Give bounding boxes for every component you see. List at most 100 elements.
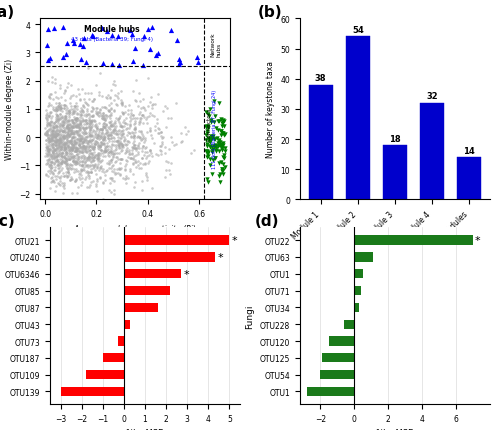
Point: [88, 98, 96, 105]
Point: [46, 146, 54, 153]
Point: [84, 112, 92, 119]
Point: [55, 140, 63, 147]
Point: [61, 155, 69, 162]
Point: [138, 165, 145, 172]
Point: [60, 160, 68, 166]
Point: [92, 141, 100, 148]
Point: [106, 160, 114, 167]
Point: [66, 109, 74, 116]
Point: [56, 132, 64, 139]
Point: [63, 140, 71, 147]
Point: [104, 107, 112, 114]
Point: [143, 150, 151, 157]
Point: [58, 158, 66, 165]
Point: [64, 128, 72, 135]
Point: [116, 138, 124, 145]
Point: [75, 119, 83, 126]
Point: [56, 124, 64, 131]
Text: (b): (b): [258, 5, 283, 20]
Point: [116, 121, 124, 128]
Point: [68, 144, 76, 151]
Point: [100, 120, 108, 127]
Point: [116, 135, 124, 142]
Point: [98, 158, 106, 165]
Point: [68, 174, 76, 181]
Point: [60, 173, 68, 180]
Point: [50, 124, 58, 131]
Point: [77, 112, 85, 119]
Point: [70, 109, 78, 116]
Point: [136, 120, 143, 127]
Point: [54, 145, 62, 152]
Point: [104, 150, 112, 157]
Point: [50, 127, 58, 134]
Point: [58, 154, 66, 161]
Point: [77, 136, 85, 143]
Point: [204, 150, 212, 157]
Point: [45, 138, 53, 145]
Point: [95, 120, 103, 127]
Point: [74, 154, 82, 161]
Point: [139, 143, 147, 150]
Point: [62, 103, 70, 110]
Point: [57, 146, 65, 153]
Point: [116, 123, 124, 130]
Point: [131, 120, 139, 127]
Point: [122, 180, 130, 187]
Point: [79, 104, 87, 111]
Point: [84, 170, 92, 177]
Point: [72, 117, 80, 123]
Point: [48, 137, 56, 144]
Point: [126, 114, 134, 121]
Point: [80, 139, 88, 146]
Point: [86, 113, 94, 120]
Point: [100, 140, 108, 147]
Point: [72, 140, 80, 147]
Point: [74, 128, 82, 135]
Point: [62, 107, 70, 114]
Point: [54, 113, 62, 120]
Point: [211, 136, 219, 143]
Point: [99, 114, 107, 120]
Point: [71, 178, 79, 185]
Bar: [124, 236, 230, 245]
Point: [50, 133, 58, 140]
Point: [72, 94, 80, 101]
Point: [218, 130, 226, 137]
Point: [88, 138, 96, 145]
Point: [86, 156, 94, 163]
Point: [102, 115, 110, 122]
Point: [132, 165, 140, 172]
Point: [134, 158, 142, 165]
Point: [72, 123, 80, 130]
Point: [68, 142, 76, 149]
Point: [86, 163, 94, 170]
Point: [75, 137, 83, 144]
Point: [62, 87, 70, 94]
Point: [63, 106, 71, 113]
Point: [62, 102, 70, 109]
Point: [48, 131, 56, 138]
Point: [140, 33, 148, 40]
Point: [91, 154, 99, 161]
Point: [123, 132, 131, 139]
Point: [63, 139, 71, 146]
Point: [110, 123, 118, 130]
Point: [206, 143, 214, 150]
Point: [60, 123, 68, 129]
Point: [80, 164, 88, 171]
Point: [122, 109, 130, 116]
Point: [54, 152, 62, 159]
Point: [56, 143, 64, 150]
Point: [80, 135, 88, 141]
Point: [80, 126, 88, 133]
Point: [116, 97, 124, 104]
Point: [157, 133, 165, 140]
Point: [54, 128, 62, 135]
Point: [214, 173, 222, 180]
Bar: [354, 236, 473, 245]
Point: [84, 140, 92, 147]
Point: [60, 117, 68, 124]
Point: [75, 127, 83, 134]
Point: [79, 126, 87, 132]
